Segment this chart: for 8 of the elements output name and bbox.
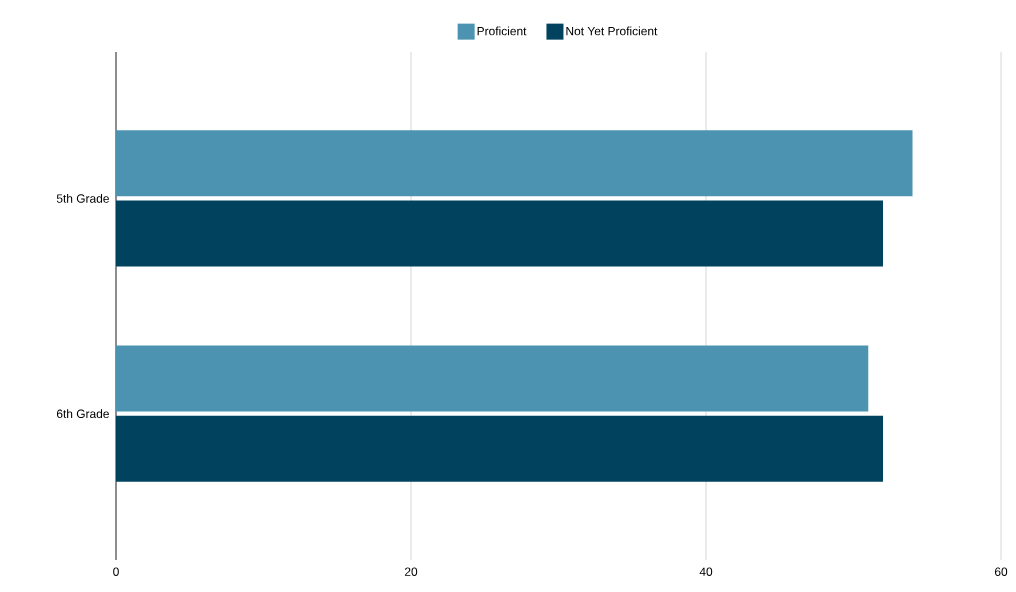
- x-tick-label: 20: [404, 567, 418, 576]
- y-tick-label: 5th Grade: [56, 193, 109, 203]
- legend-label: Proficient: [477, 26, 527, 36]
- x-tick-label: 60: [994, 567, 1008, 576]
- y-tick-label: 6th Grade: [56, 409, 109, 418]
- x-tick-label: 40: [699, 567, 713, 576]
- x-tick-label: 0: [113, 567, 119, 576]
- legend-label: Not Yet Proficient: [566, 26, 658, 36]
